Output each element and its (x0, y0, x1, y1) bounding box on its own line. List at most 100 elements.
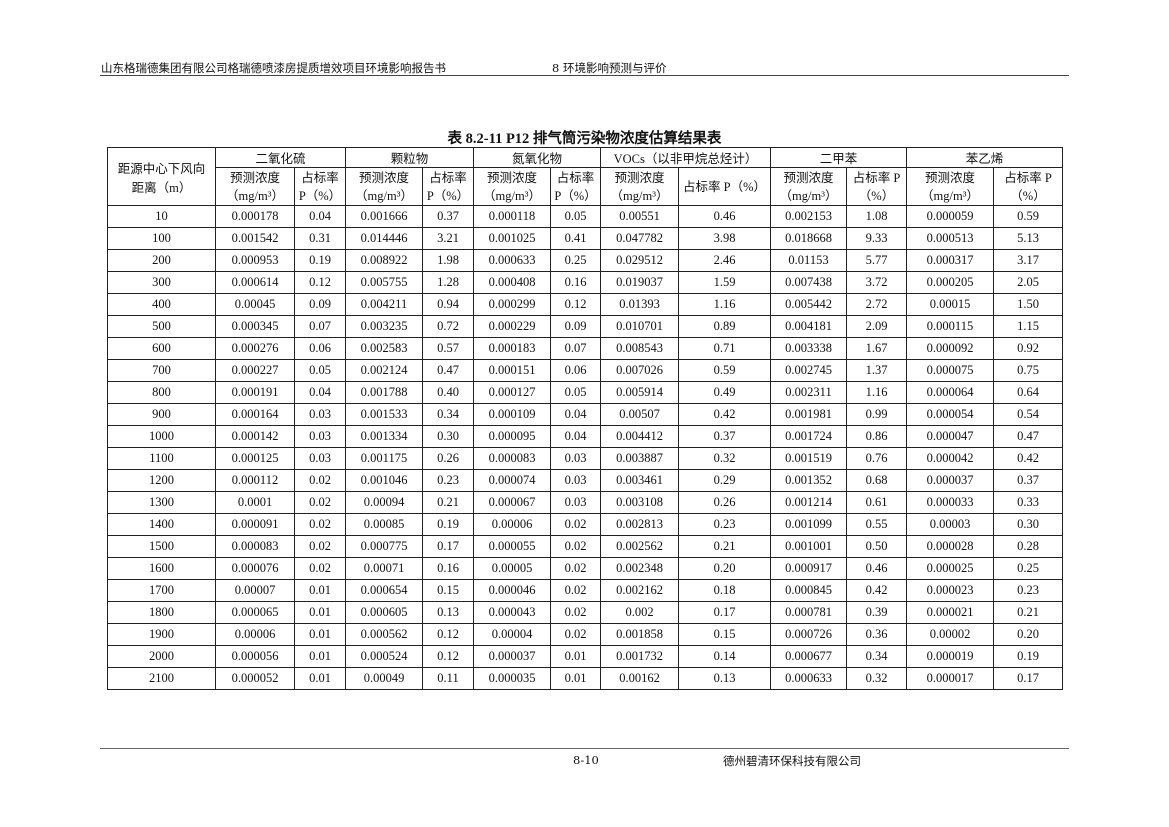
value-cell: 0.26 (678, 491, 771, 514)
value-cell: 0.004412 (600, 425, 679, 448)
value-cell: 0.00005 (473, 557, 551, 580)
value-cell: 0.03 (294, 447, 346, 470)
value-cell: 0.000677 (770, 645, 847, 668)
value-cell: 0.15 (422, 579, 474, 602)
value-cell: 0.00071 (345, 557, 423, 580)
table-row: 700 0.000227 0.05 0.002124 0.47 0.000151 0.06 0… (107, 359, 1063, 382)
value-cell: 0.23 (422, 469, 474, 492)
distance-cell: 1500 (107, 535, 216, 558)
sub-header-line2: （mg/m³） (483, 188, 541, 203)
value-cell: 0.18 (678, 579, 771, 602)
footer-divider (100, 748, 1069, 749)
value-cell: 0.59 (993, 205, 1063, 228)
distance-cell: 1100 (107, 447, 216, 470)
value-cell: 0.02 (294, 535, 346, 558)
pollutant-header: 二甲苯 (770, 147, 907, 168)
value-cell: 2.05 (993, 271, 1063, 294)
value-cell: 0.029512 (600, 249, 679, 272)
value-cell: 0.01153 (770, 249, 847, 272)
value-cell: 0.50 (846, 535, 907, 558)
value-cell: 0.23 (993, 579, 1063, 602)
value-cell: 0.001214 (770, 491, 847, 514)
distance-cell: 800 (107, 381, 216, 404)
value-cell: 0.001001 (770, 535, 847, 558)
value-cell: 1.16 (678, 293, 771, 316)
sub-header-line2: P（%） (554, 188, 597, 203)
value-cell: 0.000127 (473, 381, 551, 404)
value-cell: 0.000118 (473, 205, 551, 228)
value-cell: 0.12 (422, 645, 474, 668)
value-cell: 0.000046 (473, 579, 551, 602)
value-cell: 0.000633 (770, 667, 847, 690)
value-cell: 0.21 (678, 535, 771, 558)
sub-header-line1: 占标率 (429, 170, 467, 185)
value-cell: 0.03 (550, 491, 601, 514)
value-cell: 5.77 (846, 249, 907, 272)
value-cell: 0.000125 (215, 447, 295, 470)
value-cell: 0.11 (422, 667, 474, 690)
value-cell: 0.000112 (215, 469, 295, 492)
value-cell: 0.000183 (473, 337, 551, 360)
value-cell: 0.07 (294, 315, 346, 338)
pollutant-header: 二氧化硫 (215, 147, 346, 168)
value-cell: 0.00049 (345, 667, 423, 690)
value-cell: 0.00003 (906, 513, 994, 536)
value-cell: 0.04 (294, 205, 346, 228)
value-cell: 0.37 (993, 469, 1063, 492)
value-cell: 0.55 (846, 513, 907, 536)
value-cell: 0.000562 (345, 623, 423, 646)
value-cell: 0.000017 (906, 667, 994, 690)
chapter-title: 8 环境影响预测与评价 (552, 61, 667, 75)
sub-header: 占标率 P （%） (846, 167, 907, 206)
value-cell: 0.001542 (215, 227, 295, 250)
distance-cell: 300 (107, 271, 216, 294)
sub-header-line2: （mg/m³） (226, 188, 284, 203)
table-row: 2100 0.000052 0.01 0.00049 0.11 0.000035 0.01 0… (107, 667, 1063, 690)
value-cell: 0.13 (422, 601, 474, 624)
value-cell: 0.003235 (345, 315, 423, 338)
table-row: 500 0.000345 0.07 0.003235 0.72 0.000229 0.09 0… (107, 315, 1063, 338)
value-cell: 0.06 (294, 337, 346, 360)
value-cell: 0.34 (846, 645, 907, 668)
value-cell: 0.001025 (473, 227, 551, 250)
value-cell: 0.76 (846, 447, 907, 470)
value-cell: 0.75 (993, 359, 1063, 382)
value-cell: 0.03 (550, 469, 601, 492)
value-cell: 0.005914 (600, 381, 679, 404)
sub-header-line1: 预测浓度 (486, 170, 537, 185)
value-cell: 0.007026 (600, 359, 679, 382)
value-cell: 3.98 (678, 227, 771, 250)
distance-cell: 1400 (107, 513, 216, 536)
table-row: 900 0.000164 0.03 0.001533 0.34 0.000109 0.04 0… (107, 403, 1063, 426)
value-cell: 0.21 (993, 601, 1063, 624)
value-cell: 0.002124 (345, 359, 423, 382)
value-cell: 0.000091 (215, 513, 295, 536)
value-cell: 0.01 (550, 667, 601, 690)
value-cell: 0.01 (294, 579, 346, 602)
table-row: 400 0.00045 0.09 0.004211 0.94 0.000299 0.12 0.… (107, 293, 1063, 316)
value-cell: 0.09 (294, 293, 346, 316)
value-cell: 0.000109 (473, 403, 551, 426)
value-cell: 0.99 (846, 403, 907, 426)
distance-header-line2: 距离（m） (131, 180, 192, 195)
distance-cell: 500 (107, 315, 216, 338)
value-cell: 0.01 (294, 667, 346, 690)
sub-header-line2: （mg/m³） (610, 188, 669, 203)
value-cell: 0.000229 (473, 315, 551, 338)
value-cell: 0.000065 (215, 601, 295, 624)
value-cell: 0.000056 (215, 645, 295, 668)
sub-header-line1: 预测浓度 (614, 170, 665, 185)
value-cell: 0.29 (678, 469, 771, 492)
value-cell: 0.02 (294, 557, 346, 580)
value-cell: 0.57 (422, 337, 474, 360)
value-cell: 0.25 (550, 249, 601, 272)
value-cell: 0.001334 (345, 425, 423, 448)
value-cell: 0.000095 (473, 425, 551, 448)
value-cell: 0.00006 (215, 623, 295, 646)
table-row: 1400 0.000091 0.02 0.00085 0.19 0.00006 0.02 0.… (107, 513, 1063, 536)
sub-header-line1: 占标率 P (852, 170, 901, 185)
value-cell: 0.17 (422, 535, 474, 558)
sub-header-line1: 预测浓度 (358, 170, 409, 185)
value-cell: 0.00551 (600, 205, 679, 228)
sub-header: 占标率 P （%） (993, 167, 1063, 206)
